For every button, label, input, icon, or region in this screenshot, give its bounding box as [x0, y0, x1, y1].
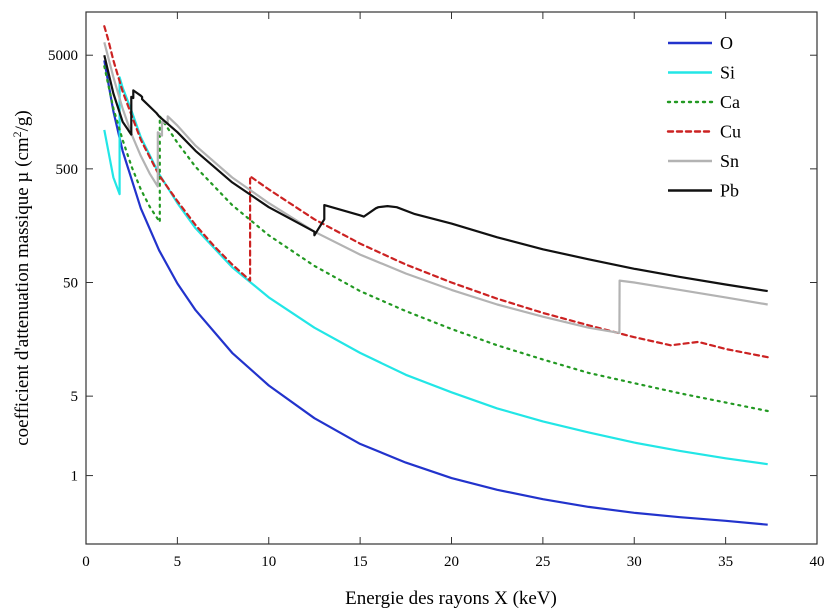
y-axis-label-sup: 2	[10, 131, 24, 137]
legend: O Si Ca Cu Sn Pb	[666, 33, 741, 201]
x-tick-label: 5	[174, 554, 182, 570]
y-tick-label: 500	[56, 162, 79, 178]
y-tick-label: 5000	[48, 48, 78, 64]
y-tick-label: 1	[71, 469, 79, 485]
legend-label-si: Si	[720, 63, 735, 83]
series-line-pb	[103, 54, 768, 293]
series-line-o	[103, 60, 768, 526]
y-tick-label: 50	[63, 275, 78, 291]
legend-label-pb: Pb	[720, 181, 739, 201]
series-lines	[103, 25, 769, 526]
x-axis-label: Energie des rayons X (keV)	[345, 588, 557, 609]
y-axis-label: coefficient d'attenuation massique µ (cm…	[10, 110, 33, 446]
x-tick-label: 10	[261, 554, 276, 570]
legend-label-cu: Cu	[720, 122, 741, 142]
x-tick-label: 15	[353, 554, 368, 570]
plot-frame	[85, 11, 818, 545]
series-line-cu	[103, 25, 769, 359]
legend-label-sn: Sn	[720, 151, 739, 171]
legend-label-o: O	[720, 33, 733, 53]
y-tick-label: 5	[71, 389, 79, 405]
x-tick-label: 30	[627, 554, 642, 570]
series-line-sn	[103, 42, 768, 334]
series-line-ca	[103, 65, 769, 413]
y-axis-label-main: coefficient d'attenuation massique µ (cm	[12, 137, 33, 446]
x-tick-label: 20	[444, 554, 459, 570]
x-tick-label: 0	[82, 554, 90, 570]
y-axis-label-end: /g)	[12, 110, 33, 131]
x-tick-label: 25	[535, 554, 550, 570]
x-tick-label: 40	[810, 554, 825, 570]
series-line-si	[103, 76, 768, 466]
legend-label-ca: Ca	[720, 92, 740, 112]
x-tick-label: 35	[718, 554, 733, 570]
